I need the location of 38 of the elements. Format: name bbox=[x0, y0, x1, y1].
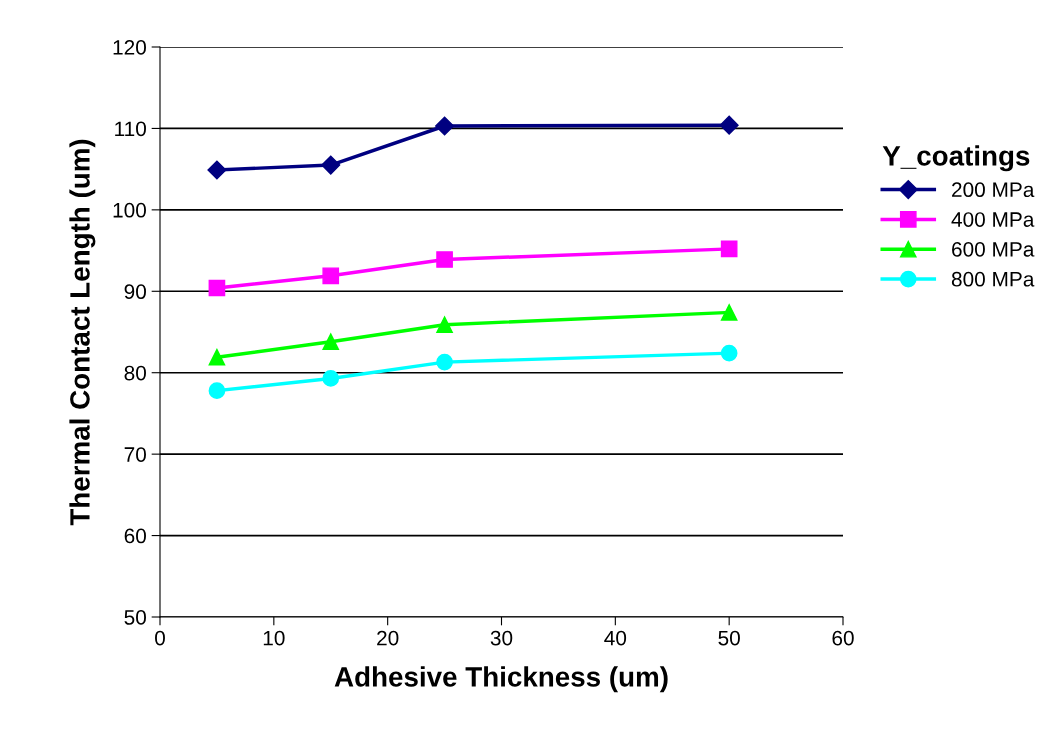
y-tick-label: 80 bbox=[124, 365, 146, 381]
point bbox=[208, 348, 226, 366]
x-tick-label: 20 bbox=[377, 630, 399, 646]
y-tick-label: 110 bbox=[115, 121, 146, 137]
x-tick-label: 40 bbox=[604, 630, 627, 646]
point bbox=[208, 279, 226, 297]
point bbox=[436, 316, 453, 334]
legend-label: 200 MPa bbox=[952, 182, 1035, 198]
x-tick-label: 10 bbox=[263, 630, 285, 646]
legend-label: 400 MPa bbox=[951, 212, 1035, 227]
point bbox=[322, 333, 340, 351]
y-tick-label: 120 bbox=[113, 40, 146, 55]
point bbox=[207, 160, 227, 180]
x-tick-label: 0 bbox=[155, 630, 165, 646]
point bbox=[720, 344, 738, 362]
point bbox=[719, 115, 739, 135]
y-tick-label: 100 bbox=[113, 202, 146, 218]
legend-label: 600 MPa bbox=[952, 241, 1035, 257]
legend-title: Y_coatings bbox=[882, 145, 1030, 172]
point bbox=[321, 155, 341, 175]
point bbox=[720, 240, 738, 258]
y-tick-label: 70 bbox=[124, 447, 146, 462]
x-tick-label: 30 bbox=[490, 630, 513, 646]
y-tick-label: 90 bbox=[124, 284, 146, 300]
y-tick-label: 50 bbox=[124, 610, 146, 625]
x-tick-label: 50 bbox=[718, 630, 740, 646]
point bbox=[436, 353, 453, 371]
point bbox=[435, 116, 455, 136]
legend-label: 800 MPa bbox=[951, 271, 1035, 287]
point bbox=[322, 370, 340, 387]
point bbox=[720, 304, 738, 321]
y-tick-label: 60 bbox=[124, 528, 146, 544]
y-axis-title: Thermal Contact Length (um) bbox=[69, 139, 96, 526]
x-axis-title: Adhesive Thickness (um) bbox=[334, 666, 668, 693]
point bbox=[208, 382, 226, 399]
x-tick-label: 60 bbox=[832, 630, 854, 646]
point bbox=[322, 267, 340, 285]
point bbox=[436, 251, 453, 268]
